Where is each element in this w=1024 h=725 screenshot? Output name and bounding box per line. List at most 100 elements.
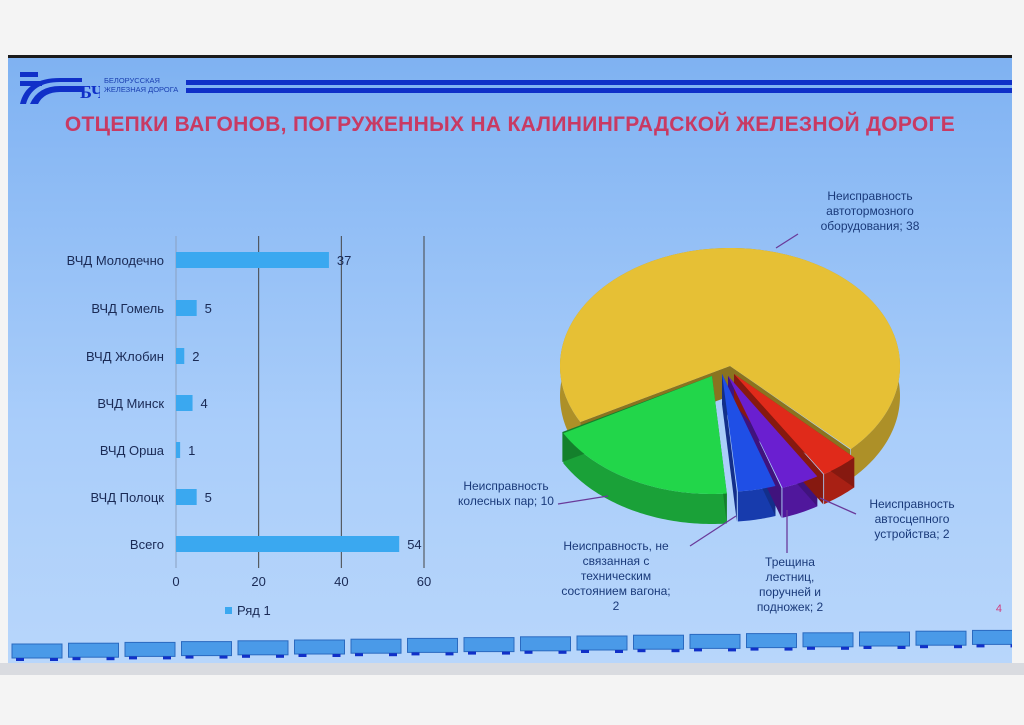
category-label: ВЧД Полоцк (90, 490, 164, 505)
slide-title: ОТЦЕПКИ ВАГОНОВ, ПОГРУЖЕННЫХ НА КАЛИНИНГ… (64, 113, 956, 136)
wagon-icon (124, 641, 176, 657)
label-line: Трещина (765, 555, 815, 569)
category-label: ВЧД Орша (100, 443, 165, 458)
label-line: состоянием вагона; (561, 584, 670, 598)
bar (176, 536, 400, 552)
pie-slice (734, 374, 855, 475)
wagon-wheel (72, 657, 81, 661)
label-line: 2 (613, 599, 620, 613)
data-label: 37 (337, 253, 351, 268)
wagon-wheel (784, 647, 793, 651)
pie-slice-label: Неисправность колесных пар; 10 (458, 479, 554, 508)
category-label: ВЧД Минск (97, 396, 164, 411)
leader-line (819, 497, 857, 515)
wagon-wheel (694, 648, 702, 652)
data-label: 2 (192, 349, 199, 364)
wagon-icon (237, 640, 289, 656)
x-tick-label: 0 (172, 574, 179, 589)
wagon-icon (463, 637, 515, 653)
pie-slice (728, 376, 818, 488)
category-label: Всего (130, 537, 164, 552)
legend-swatch (225, 607, 232, 614)
wagon-icon (972, 629, 1012, 645)
wagon-wheel (897, 646, 906, 649)
wagon-icon (181, 641, 232, 657)
pie-slice-label: Неисправность автотормозного оборудования;… (821, 189, 920, 233)
category-label: ВЧД Молодечно (67, 253, 164, 268)
wagon-wheel (637, 649, 646, 653)
label-line: поручней и (759, 585, 821, 599)
wagon-icon (576, 635, 628, 651)
x-tick-label: 20 (251, 574, 265, 589)
wagon-icon (746, 633, 797, 649)
x-tick-label: 40 (334, 574, 348, 589)
label-line: устройства; 2 (874, 527, 949, 541)
monitor-bezel (0, 663, 1024, 675)
label-line: связанная с (583, 554, 650, 568)
pie-slice-label: Трещина лестниц, поручней и подножек; 2 (757, 555, 824, 614)
wagon-wheel (728, 648, 736, 652)
label-line: оборудования; 38 (821, 219, 920, 233)
x-tick-label: 60 (417, 574, 431, 589)
label-line: лестниц, (766, 570, 815, 584)
wagon-wheel (671, 649, 680, 653)
wagon-wheel (129, 656, 137, 660)
bar (176, 348, 185, 364)
wagon-icon (68, 642, 119, 658)
wagon-wheel (750, 647, 759, 651)
wagon-wheel (332, 654, 341, 657)
data-label: 1 (188, 443, 195, 458)
svg-text:БЧ: БЧ (80, 82, 100, 102)
label-line: колесных пар; 10 (458, 494, 554, 508)
wagon-wheel (841, 646, 849, 650)
header-stripes (186, 80, 1012, 96)
pie-slice-side (563, 433, 727, 524)
wagon-wheel (558, 650, 567, 654)
data-label: 5 (205, 490, 212, 505)
bch-logo-icon: БЧ (20, 72, 100, 104)
label-line: Неисправность (869, 497, 954, 511)
label-line: подножек; 2 (757, 600, 824, 614)
wagon-wheel (389, 653, 397, 657)
wagon-wheel (163, 656, 171, 660)
wagon-wheel (954, 645, 962, 649)
bar (176, 489, 197, 505)
pie-slice-label: Неисправность, не связанная с техническим с… (561, 539, 670, 613)
wagon-wheel (50, 658, 58, 661)
wagon-wheel (355, 653, 363, 657)
label-line: Неисправность (827, 189, 912, 203)
pie-slice-side (560, 248, 900, 479)
wagon-wheel (976, 644, 985, 648)
wagon-wheel (411, 652, 420, 656)
category-label: ВЧД Гомель (91, 301, 164, 316)
wagon-icon (633, 634, 684, 650)
bar (176, 395, 193, 411)
wagon-icon (689, 633, 741, 649)
label-line: автосцепного (875, 512, 950, 526)
wagon-wheel (106, 657, 115, 661)
data-label: 5 (205, 301, 212, 316)
pie-slice (563, 376, 727, 494)
pie-slice (722, 374, 776, 492)
wagon-icon (350, 638, 402, 654)
wagon-wheel (615, 650, 623, 653)
wagon-wheel (298, 654, 307, 657)
wagon-wheel (242, 654, 250, 658)
wagon-wheel (524, 650, 533, 654)
label-line: автотормозного (826, 204, 914, 218)
wagon-wheel (581, 650, 589, 653)
wagon-wheel (807, 646, 815, 650)
label-line: техническим (581, 569, 651, 583)
data-label: 54 (407, 537, 421, 552)
wagon-wheel (920, 645, 928, 649)
leader-line (689, 515, 737, 547)
wagon-wheel (219, 655, 228, 659)
pie-slice (560, 248, 900, 449)
logo-text: БЕЛОРУССКАЯ ЖЕЛЕЗНАЯ ДОРОГА (104, 76, 179, 94)
bar (176, 442, 181, 458)
wagon-wheel (502, 651, 510, 655)
wagon-icon (407, 637, 458, 653)
wagon-wheel (185, 655, 194, 659)
pie-slice-edge (722, 374, 737, 522)
wagon-wheel (16, 658, 24, 661)
